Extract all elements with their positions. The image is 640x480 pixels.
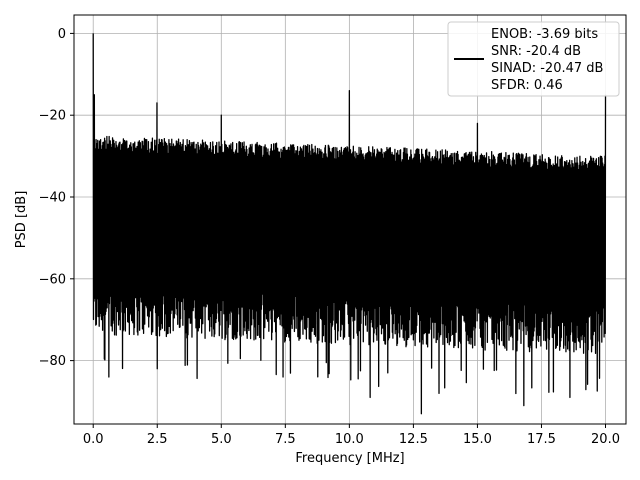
x-tick-label: 15.0: [463, 432, 492, 447]
legend-snr: SNR: -20.4 dB: [491, 44, 581, 59]
legend-sinad: SINAD: -20.47 dB: [491, 61, 603, 76]
plot-area: [92, 33, 607, 415]
psd-series-line: [92, 33, 607, 415]
y-tick-label: −80: [39, 354, 66, 369]
axes-frame: [73, 14, 627, 425]
x-tick-label: 0.0: [83, 432, 104, 447]
x-tick-label: 5.0: [211, 432, 232, 447]
x-tick-label: 12.5: [399, 432, 428, 447]
y-axis-label: PSD [dB]: [14, 191, 29, 249]
x-tick-label: 7.5: [275, 432, 296, 447]
y-tick-label: −60: [39, 272, 66, 287]
legend-box: [447, 21, 620, 97]
x-tick-label: 10.0: [335, 432, 364, 447]
x-tick-label: 20.0: [591, 432, 620, 447]
y-axis: 0 −20 −40 −60 −80: [39, 27, 74, 369]
x-tick-label: 2.5: [147, 432, 168, 447]
x-tick-label: 17.5: [527, 432, 556, 447]
y-tick-label: −20: [39, 109, 66, 124]
y-tick-label: −40: [39, 191, 66, 206]
legend-sfdr: SFDR: 0.46: [491, 78, 563, 93]
legend: ENOB: -3.69 bits SNR: -20.4 dB SINAD: -2…: [447, 21, 620, 97]
x-axis-label: Frequency [MHz]: [295, 451, 404, 466]
legend-enob: ENOB: -3.69 bits: [491, 27, 598, 42]
y-tick-label: 0: [58, 27, 66, 42]
x-axis: 0.0 2.5 5.0 7.5 10.0 12.5 15.0 17.5 20.0: [83, 424, 620, 447]
